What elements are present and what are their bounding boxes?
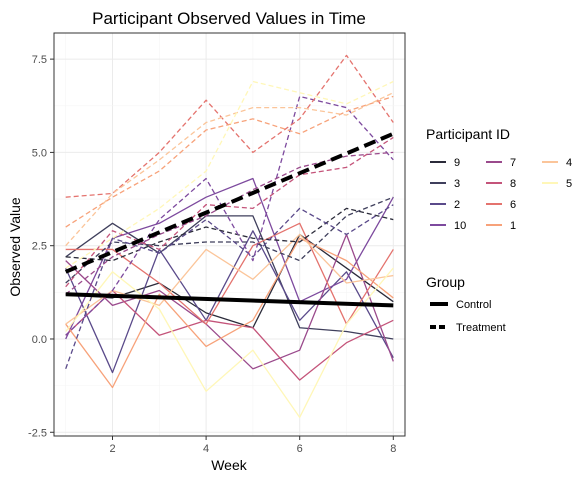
trend-line-treatment (64, 131, 395, 274)
x-tick-label: 2 (109, 443, 115, 455)
legend-participant-label: 3 (454, 178, 460, 190)
legend-group-label: Control (456, 299, 491, 311)
legend-group-label: Treatment (456, 322, 506, 334)
series-line-3-treatment (65, 196, 394, 284)
series-line-1-treatment (65, 95, 394, 228)
legend-participant-label: 7 (510, 157, 516, 169)
y-tick-label: 5.0 (32, 147, 47, 159)
chart-title: Participant Observed Values in Time (92, 9, 366, 28)
legend-participant-label: 1 (510, 220, 516, 232)
legend-participant-label: 9 (454, 157, 460, 169)
x-tick-label: 4 (203, 443, 209, 455)
series-line-10-treatment (65, 95, 394, 336)
series-line-5-control (65, 267, 394, 418)
y-tick-label: -2.5 (28, 427, 47, 439)
y-tick-label: 2.5 (32, 241, 47, 253)
y-tick-label: 7.5 (32, 54, 47, 66)
series-line-7-control (65, 233, 394, 370)
grid (54, 33, 405, 436)
legend-participant: Participant ID 9 3 2 10 7 8 6 1 4 5 (426, 126, 572, 232)
series-line-1-control (65, 237, 394, 389)
y-axis-title: Observed Value (7, 197, 23, 297)
legend-participant-label: 6 (510, 199, 516, 211)
series-line-6-treatment (65, 54, 394, 198)
series-line-6-control (65, 222, 394, 325)
series-line-10-control (65, 177, 394, 340)
plot-panel (54, 33, 405, 436)
panel-border (53, 32, 406, 437)
series-line-2-control (65, 230, 394, 374)
series-line-5-treatment (65, 80, 394, 269)
trend-line-control (65, 292, 394, 308)
legend-participant-title: Participant ID (426, 126, 510, 142)
legend-participant-label: 8 (510, 178, 516, 190)
series-line-9-treatment (65, 207, 394, 262)
x-tick-label: 6 (297, 443, 303, 455)
legend-group: Group Control Treatment (426, 274, 506, 334)
series-line-2-treatment (65, 204, 394, 370)
legend-participant-label: 5 (566, 178, 572, 190)
legend-group-title: Group (426, 274, 465, 290)
y-tick-label: 0.0 (32, 334, 47, 346)
x-axis-title: Week (211, 457, 248, 473)
group-trend-lines (64, 131, 395, 308)
axes: 2 4 6 8 -2.5 0.0 2.5 5.0 7.5 (28, 32, 406, 455)
series-line-4-control (65, 233, 394, 325)
series-line-4-treatment (65, 92, 394, 247)
legend-participant-label: 4 (566, 157, 572, 169)
legend-participant-label: 10 (454, 220, 466, 232)
x-tick-label: 8 (390, 443, 396, 455)
series-line-3-control (65, 215, 394, 340)
legend-participant-label: 2 (454, 199, 460, 211)
